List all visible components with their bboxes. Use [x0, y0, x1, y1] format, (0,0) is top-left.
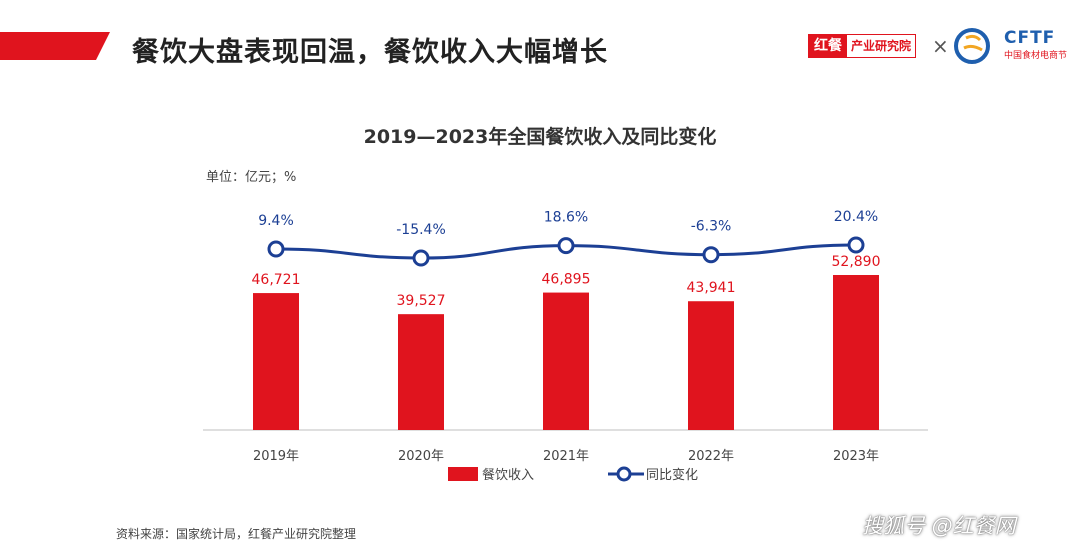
- bar-value-label: 39,527: [397, 293, 446, 309]
- yoy-value-label: -6.3%: [691, 219, 732, 235]
- source-note: 资料来源：国家统计局，红餐产业研究院整理: [116, 527, 357, 541]
- yoy-point-2020年: [412, 249, 430, 267]
- x-tick-label: 2020年: [398, 449, 444, 464]
- bar-2019年: [253, 293, 299, 430]
- yoy-value-label: 18.6%: [544, 210, 588, 226]
- times-icon: ×: [932, 34, 949, 58]
- bar-2023年: [833, 275, 879, 430]
- partner-subtitle: 中国食材电商节: [1004, 51, 1068, 61]
- watermark-credit: 搜狐号 @红餐网: [862, 514, 1016, 538]
- x-tick-label: 2019年: [253, 449, 299, 464]
- page-title: 餐饮大盘表现回温，餐饮收入大幅增长: [132, 37, 608, 68]
- bar-2022年: [688, 301, 734, 430]
- x-tick-label: 2022年: [688, 449, 734, 464]
- legend-line-marker: [616, 466, 632, 482]
- brand-mark: 红餐: [809, 35, 847, 57]
- yoy-value-label: 9.4%: [258, 213, 294, 229]
- bar-2020年: [398, 314, 444, 430]
- yoy-point-2022年: [702, 246, 720, 264]
- legend-bar-label: 餐饮收入: [482, 467, 534, 483]
- bar-value-label: 52,890: [832, 254, 881, 270]
- bar-value-label: 43,941: [687, 280, 736, 296]
- bar-value-label: 46,895: [542, 272, 591, 288]
- legend-line-label: 同比变化: [646, 467, 698, 483]
- brand-name: 产业研究院: [851, 39, 912, 53]
- unit-label: 单位：亿元；%: [206, 170, 297, 185]
- yoy-point-2023年: [847, 236, 865, 254]
- header-accent-bar: [0, 32, 110, 60]
- legend-bar-swatch: [448, 467, 478, 481]
- yoy-point-2019年: [267, 240, 285, 258]
- brand-logo: 红餐 产业研究院 ×: [808, 34, 963, 58]
- partner-name: CFTF: [1004, 28, 1056, 48]
- x-tick-label: 2021年: [543, 449, 589, 464]
- yoy-point-2021年: [557, 237, 575, 255]
- yoy-value-label: 20.4%: [834, 209, 878, 225]
- chart-title: 2019—2023年全国餐饮收入及同比变化: [363, 126, 717, 148]
- bar-2021年: [543, 292, 589, 430]
- bar-value-label: 46,721: [252, 272, 301, 288]
- x-tick-label: 2023年: [833, 449, 879, 464]
- cftf-logo-icon: [954, 28, 990, 64]
- yoy-value-label: -15.4%: [396, 222, 446, 238]
